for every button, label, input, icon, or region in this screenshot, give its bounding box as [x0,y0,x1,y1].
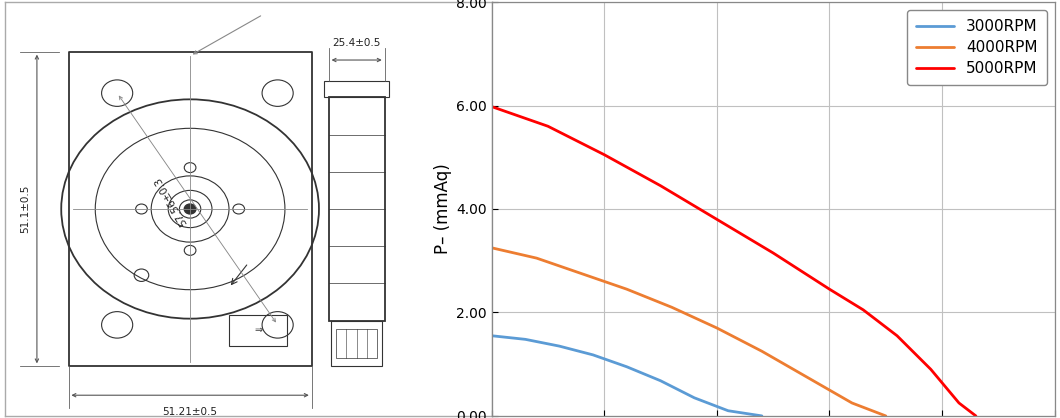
4000RPM [620,287,633,292]
Text: ⇒: ⇒ [254,325,262,335]
5000RPM [890,333,903,338]
Circle shape [184,204,196,214]
5000RPM [970,413,983,418]
Bar [331,321,383,366]
3000RPM [586,352,599,357]
5000RPM [856,307,869,312]
5000RPM [953,400,966,405]
Line: 3000RPM: 3000RPM [492,336,762,416]
3000RPM [722,408,735,413]
5000RPM [766,250,779,255]
3000RPM [485,333,498,338]
5000RPM [542,124,554,129]
4000RPM [666,305,678,310]
Legend: 3000RPM, 4000RPM, 5000RPM: 3000RPM, 4000RPM, 5000RPM [906,10,1047,85]
Bar [336,329,377,358]
Text: 51.1±0.5: 51.1±0.5 [20,185,30,233]
5000RPM [654,183,667,188]
3000RPM [519,337,532,342]
Text: 25.4±0.5: 25.4±0.5 [333,38,381,48]
4000RPM [880,413,893,418]
4000RPM [846,400,859,405]
3000RPM [620,364,633,369]
Text: 51.21±0.5: 51.21±0.5 [162,407,217,417]
5000RPM [598,152,611,157]
Bar [329,97,385,321]
5000RPM [485,104,498,109]
Line: 4000RPM: 4000RPM [492,248,886,416]
4000RPM [530,256,543,261]
4000RPM [485,245,498,250]
Bar [229,314,287,346]
3000RPM [553,344,566,349]
Line: 5000RPM: 5000RPM [492,107,976,416]
Bar [69,52,312,366]
5000RPM [924,367,937,372]
Bar [324,81,389,97]
3000RPM [756,413,768,418]
Text: 57.56±0.3: 57.56±0.3 [153,174,189,227]
4000RPM [576,271,588,276]
4000RPM [756,349,768,354]
5000RPM [710,217,723,222]
4000RPM [710,326,723,331]
3000RPM [654,378,667,383]
Y-axis label: P– (mmAq): P– (mmAq) [434,163,452,255]
3000RPM [688,395,701,400]
5000RPM [824,287,836,292]
4000RPM [800,375,813,380]
